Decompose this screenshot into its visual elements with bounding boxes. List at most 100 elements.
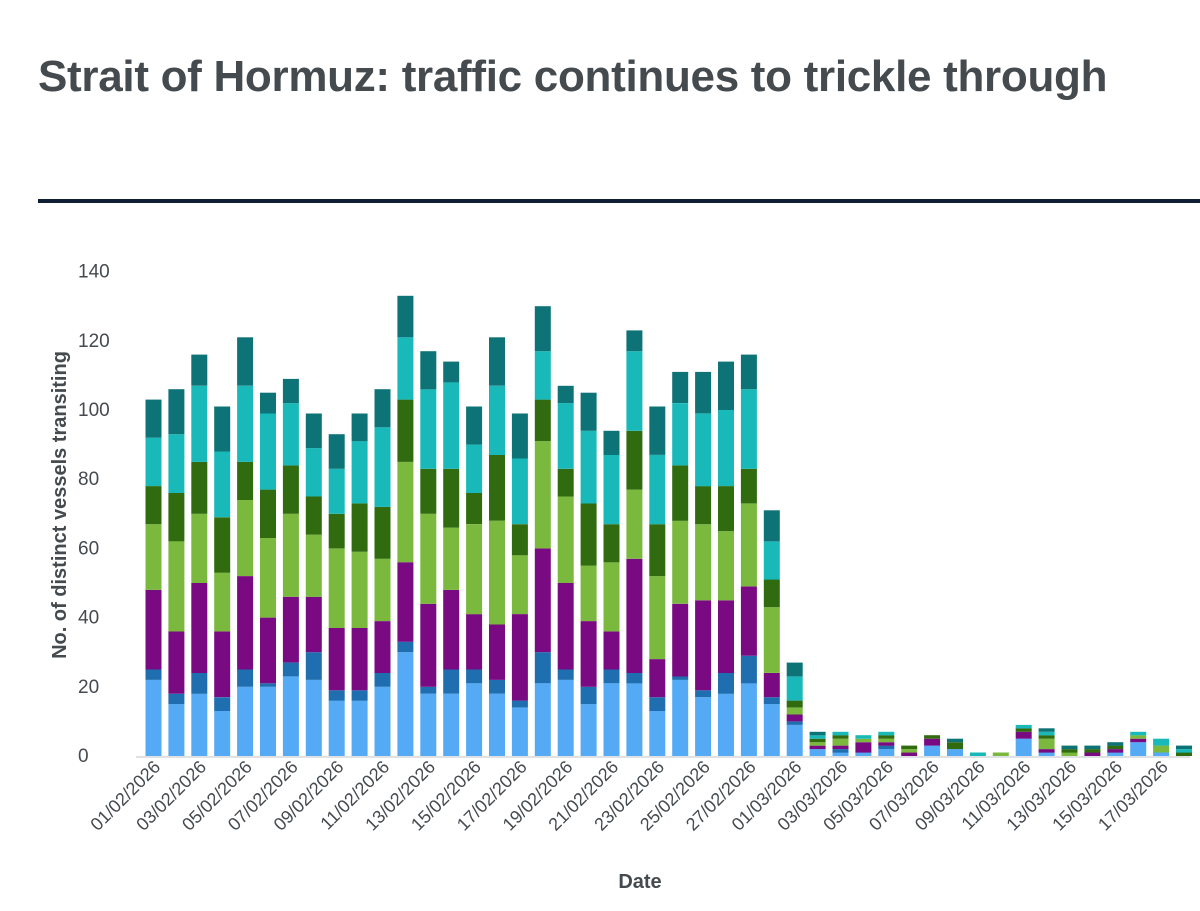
- bar-segment: [237, 500, 254, 577]
- bar-segment: [763, 673, 780, 698]
- bar-segment: [1176, 749, 1192, 753]
- bar-segment: [603, 669, 620, 684]
- bar-segment: [305, 596, 322, 653]
- bar-segment: [351, 628, 368, 691]
- bar-segment: [214, 406, 231, 452]
- bar-segment: [626, 673, 643, 684]
- bar-segment: [901, 749, 918, 753]
- bar-segment: [511, 707, 528, 756]
- bar-stack: [603, 430, 620, 756]
- bar-segment: [305, 534, 322, 597]
- bar-segment: [901, 745, 918, 750]
- bar-stack: [511, 413, 528, 756]
- bar-segment: [191, 385, 208, 462]
- bar-segment: [534, 683, 551, 756]
- bar-segment: [832, 749, 849, 753]
- bar-segment: [626, 430, 643, 490]
- bar-segment: [328, 434, 345, 469]
- bar-segment: [557, 385, 574, 404]
- bar-segment: [1153, 745, 1170, 753]
- bar-segment: [489, 693, 505, 756]
- bar-segment: [328, 690, 345, 701]
- bar-segment: [168, 541, 185, 632]
- bar-stack: [443, 361, 460, 756]
- bar-segment: [420, 603, 437, 687]
- bar-stack: [374, 389, 391, 756]
- bar-segment: [443, 527, 460, 590]
- bar-segment: [672, 603, 689, 677]
- bar-stack: [878, 731, 895, 756]
- bar-segment: [1084, 752, 1101, 756]
- bar-segment: [260, 489, 276, 538]
- bar-segment: [740, 683, 757, 756]
- bar-segment: [763, 541, 780, 580]
- bar-segment: [786, 662, 803, 677]
- bar-segment: [1038, 738, 1055, 750]
- bar-segment: [878, 742, 895, 746]
- bar-segment: [191, 583, 208, 673]
- bar-segment: [649, 455, 666, 525]
- y-tick-label: 120: [78, 331, 110, 352]
- bar-segment: [237, 576, 254, 670]
- bar-segment: [443, 693, 460, 756]
- bar-segment: [420, 693, 437, 756]
- bar-segment: [672, 520, 689, 604]
- bar-stack: [1176, 745, 1192, 756]
- bar-segment: [740, 354, 757, 390]
- bar-stack: [695, 371, 712, 756]
- bar-segment: [855, 735, 872, 739]
- bar-segment: [420, 389, 437, 469]
- bar-segment: [328, 513, 345, 549]
- bar-segment: [534, 351, 551, 400]
- bar-segment: [305, 496, 322, 535]
- bar-stack: [1015, 724, 1032, 756]
- bar-segment: [557, 468, 574, 497]
- bar-segment: [626, 489, 643, 559]
- bar-segment: [328, 700, 345, 756]
- bar-segment: [145, 679, 162, 756]
- bar-stack: [282, 378, 299, 756]
- bar-segment: [557, 496, 574, 583]
- bar-segment: [695, 600, 712, 691]
- bar-segment: [1130, 731, 1147, 736]
- bar-segment: [740, 468, 757, 504]
- bar-segment: [191, 461, 208, 514]
- bar-segment: [260, 686, 276, 756]
- bar-segment: [443, 468, 460, 528]
- bar-segment: [1015, 731, 1032, 739]
- bar-stack: [809, 731, 826, 756]
- bar-stack: [1061, 745, 1078, 756]
- bar-segment: [718, 486, 734, 532]
- bar-segment: [1153, 752, 1170, 756]
- bar-segment: [786, 721, 803, 725]
- bar-segment: [443, 589, 460, 670]
- bar-segment: [924, 738, 941, 746]
- bar-segment: [832, 731, 849, 736]
- bar-segment: [603, 562, 620, 632]
- bar-segment: [695, 413, 712, 487]
- bar-segment: [420, 351, 437, 390]
- bar-segment: [282, 676, 299, 756]
- bar-segment: [443, 669, 460, 694]
- bar-segment: [763, 697, 780, 705]
- bar-segment: [1176, 752, 1192, 756]
- bar-segment: [695, 690, 712, 698]
- bar-segment: [1038, 731, 1055, 736]
- bar-segment: [145, 669, 162, 680]
- y-tick-label: 80: [78, 469, 99, 490]
- bar-segment: [557, 403, 574, 469]
- bar-segment: [489, 337, 505, 386]
- bar-segment: [260, 683, 276, 687]
- bar-segment: [282, 596, 299, 663]
- bar-segment: [878, 731, 895, 736]
- bar-segment: [809, 745, 826, 750]
- bar-segment: [763, 579, 780, 608]
- bar-segment: [466, 683, 483, 756]
- bar-segment: [260, 617, 276, 684]
- bar-stack: [534, 306, 551, 756]
- bar-segment: [969, 752, 986, 756]
- bar-segment: [145, 486, 162, 525]
- bar-stack: [351, 413, 368, 756]
- bar-segment: [282, 378, 299, 404]
- bar-segment: [511, 413, 528, 459]
